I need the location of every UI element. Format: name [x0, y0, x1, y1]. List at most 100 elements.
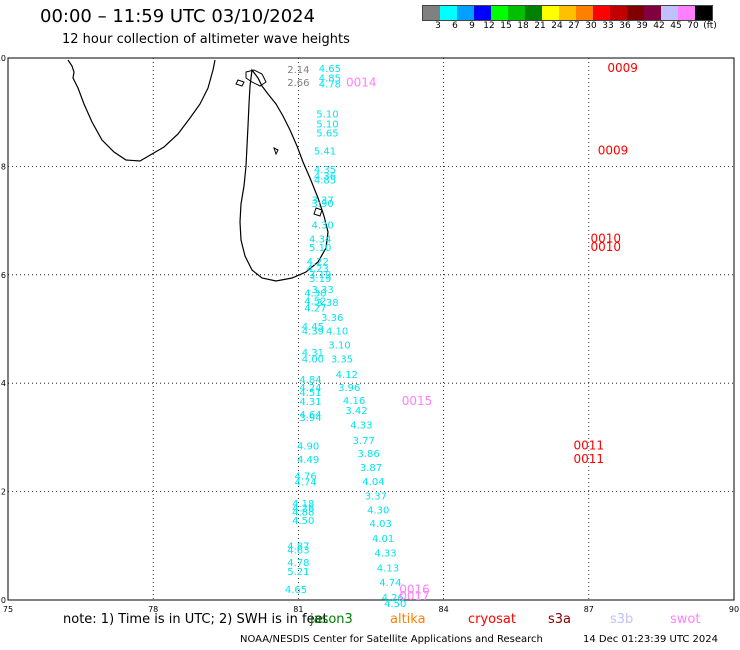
wave-height-value: 3.37 [365, 492, 387, 503]
footer-note: note: 1) Time is in UTC; 2) SWH is in fe… [63, 612, 328, 627]
wave-height-value: 3.35 [331, 355, 353, 366]
wave-height-value: 2.66 [287, 78, 309, 89]
legend-swatch [423, 6, 440, 20]
wave-height-value: 4.30 [367, 505, 389, 516]
altimeter-tracks: 4.654.854.785.105.105.655.414.354.364.85… [285, 64, 406, 610]
legend-swatch [610, 6, 627, 20]
wave-height-value: 4.33 [374, 549, 396, 560]
islet-coastline [235, 79, 245, 87]
legend-label: 45 [670, 21, 682, 31]
wave-height-value: 5.41 [314, 146, 336, 157]
legend-label: 3 [435, 21, 441, 31]
wave-height-value: 3.36 [321, 313, 343, 324]
coastline [67, 59, 329, 282]
legend-swatch [576, 6, 593, 20]
wave-height-value: 4.01 [372, 534, 394, 545]
legend-label: 42 [653, 21, 665, 31]
wave-height-value: 4.26 [382, 593, 404, 604]
wave-height-value: 4.23 [307, 264, 329, 275]
mission-label: swot [670, 612, 701, 627]
mission-label: s3b [610, 612, 634, 627]
legend-swatch [508, 6, 525, 20]
wave-height-value: 3.77 [353, 436, 375, 447]
wave-height-value: 3.33 [311, 285, 333, 296]
wave-height-value: 5.65 [316, 129, 338, 140]
wave-height-value: 4.34 [309, 234, 331, 245]
wave-height-value: 4.36 [314, 171, 336, 182]
sri-lanka-coastline [239, 68, 329, 282]
x-tick-label: 78 [148, 605, 158, 614]
wave-height-value: 4.35 [314, 165, 336, 176]
cycle-number-label: 0010 [590, 231, 621, 245]
y-tick-label: 4 [1, 379, 6, 388]
wave-height-value: 4.18 [292, 499, 314, 510]
wave-height-value: 4.78 [319, 79, 341, 90]
axis-tick-labels: 75 78 81 84 87 90 0 2 4 6 8 10 [0, 54, 739, 614]
cycle-number-label: 0009 [607, 61, 638, 75]
legend-label: 70 [687, 21, 699, 31]
x-tick-label: 81 [293, 605, 303, 614]
wave-height-value: 4.65 [285, 585, 307, 596]
wave-height-value: 3.94 [299, 413, 321, 424]
wave-height-value: 4.85 [314, 176, 336, 187]
mission-label: cryosat [468, 612, 516, 627]
cycle-number-label: 0015 [402, 394, 433, 408]
legend-label: 21 [534, 21, 546, 31]
legend-swatch [457, 6, 474, 20]
wave-height-value: 4.74 [295, 478, 317, 489]
x-tick-label: 75 [3, 605, 13, 614]
credit-line: NOAA/NESDIS Center for Satellite Applica… [240, 634, 543, 645]
jaffna-coastline [245, 69, 267, 87]
wave-height-value: 3.87 [360, 463, 382, 474]
wave-height-value: 3.10 [328, 341, 350, 352]
wave-height-value: 4.12 [336, 370, 358, 381]
wave-height-value: 4.39 [302, 326, 324, 337]
legend-swatch [542, 6, 559, 20]
wave-height-value: 4.64 [299, 410, 321, 421]
wave-height-value: 2.14 [287, 65, 309, 76]
wave-height-value: 4.27 [304, 304, 326, 315]
map-frame [7, 57, 735, 601]
wave-height-value: 4.52 [304, 297, 326, 308]
mission-label: jason3 [310, 612, 353, 627]
mission-label: s3a [548, 612, 572, 627]
cycle-number-label: 0014 [346, 76, 377, 90]
legend-label: 18 [517, 21, 529, 31]
mission-label: altika [390, 612, 426, 627]
wave-height-value: 4.50 [292, 516, 314, 527]
legend-swatch [440, 6, 457, 20]
legend-label: 15 [500, 21, 512, 31]
wave-height-value: 4.13 [377, 563, 399, 574]
y-tick-label: 6 [1, 271, 6, 280]
color-legend-labels: 3 6 9 12 15 18 21 24 27 30 33 36 39 42 45 70 (ft) [422, 21, 740, 33]
wave-height-value: 4.30 [304, 288, 326, 299]
wave-height-value: 4.63 [287, 545, 309, 556]
y-tick-label: 0 [1, 596, 6, 605]
islet-coastline [273, 147, 279, 156]
legend-swatch [491, 6, 508, 20]
wave-height-value: 4.00 [302, 355, 324, 366]
y-tick-label: 8 [1, 162, 6, 171]
wave-height-value: 4.90 [297, 441, 319, 452]
cycle-number-label: 0011 [574, 438, 605, 452]
wave-height-value: 4.31 [299, 397, 321, 408]
timestamp: 14 Dec 01:23:39 UTC 2024 [583, 634, 718, 645]
wave-height-value: 3.19 [309, 274, 331, 285]
wave-height-value: 4.49 [297, 455, 319, 466]
legend-label: 9 [469, 21, 475, 31]
wave-height-value: 4.45 [302, 322, 324, 333]
wave-height-value: 3.38 [316, 298, 338, 309]
y-tick-label: 2 [1, 488, 6, 497]
legend-swatch [559, 6, 576, 20]
cycle-number-label: 0016 [399, 582, 430, 596]
wave-height-value: 3.19 [309, 270, 331, 281]
wave-height-value: 3.42 [345, 406, 367, 417]
islet-coastline [313, 207, 323, 217]
wave-height-value: 4.85 [319, 73, 341, 84]
wave-height-value: 4.03 [370, 519, 392, 530]
wave-height-value: 4.16 [343, 396, 365, 407]
legend-swatch [474, 6, 491, 20]
cycle-number-label: 0011 [574, 452, 605, 466]
